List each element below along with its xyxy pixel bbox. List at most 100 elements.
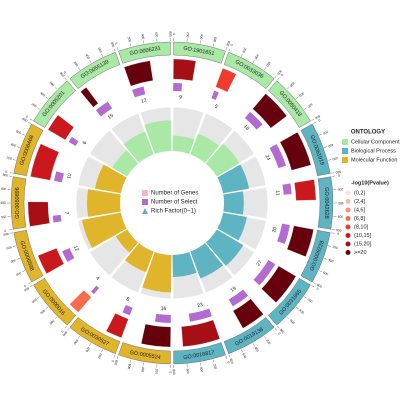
rich-bar	[190, 133, 219, 163]
tick-label: 400	[298, 308, 305, 315]
label-band	[173, 342, 226, 365]
label-band	[118, 41, 171, 64]
tick-mark	[274, 75, 277, 78]
tick-label: 600	[97, 47, 103, 54]
tick-mark	[287, 316, 290, 320]
tick-label: 200	[289, 81, 296, 88]
label-band	[300, 123, 331, 177]
legend-label: (8,10]	[354, 224, 369, 230]
rich-bar	[205, 143, 240, 177]
tick-label: 800	[61, 330, 68, 337]
gene-bar	[181, 319, 220, 347]
tick-label: 800	[335, 170, 341, 175]
tick-label: 0	[229, 43, 233, 46]
gene-bar	[215, 68, 237, 93]
tick-label: 400	[327, 143, 334, 149]
legend-label: Cellular Component	[351, 139, 400, 145]
select-label: 15	[107, 113, 115, 121]
tick-label: 400	[0, 201, 6, 205]
tick-mark	[328, 245, 332, 247]
label-band	[268, 278, 311, 326]
tick-mark	[28, 121, 31, 124]
tick-mark	[319, 270, 322, 273]
tick-mark	[199, 362, 201, 366]
tick-label: 200	[212, 363, 217, 369]
tick-mark	[64, 325, 67, 329]
term-label: GO:1901651	[183, 46, 215, 57]
tick-label: 600	[73, 339, 79, 346]
tick-mark	[22, 133, 25, 136]
tick-label: 200	[337, 187, 343, 191]
tick-mark	[274, 328, 277, 331]
tick-label: 800	[314, 114, 321, 120]
label-band	[223, 52, 275, 89]
select-bar	[228, 289, 249, 307]
tick-label: 400	[84, 346, 90, 353]
select-bar	[269, 144, 287, 169]
select-label: 27	[255, 259, 263, 267]
select-label: 9	[179, 95, 182, 101]
label-band	[33, 278, 76, 326]
label-band	[173, 41, 226, 64]
tick-label: 800	[336, 228, 342, 233]
label-band	[13, 229, 44, 283]
legend-swatch	[345, 241, 351, 247]
tick-mark	[319, 133, 322, 136]
tick-label: 0	[110, 360, 114, 363]
legend-label: >=20	[354, 250, 367, 256]
legend-label: (2,4]	[354, 199, 365, 205]
term-label: GO:0006231	[129, 46, 161, 57]
tick-label: 800	[113, 359, 119, 366]
rich-bar	[123, 131, 154, 163]
tick-label: 600	[6, 245, 12, 250]
select-label: 16	[160, 306, 166, 312]
tick-label: 0	[337, 232, 340, 236]
tick-label: 400	[39, 91, 46, 98]
tick-label: 200	[15, 271, 22, 277]
select-bar	[282, 183, 292, 195]
tick-label: 600	[332, 156, 338, 161]
tick-label: 600	[212, 36, 217, 42]
tick-label: 800	[276, 69, 283, 76]
tick-mark	[77, 67, 80, 70]
select-bar	[54, 171, 64, 183]
legend-swatch	[345, 199, 351, 204]
select-bar	[277, 223, 290, 245]
select-label: 4	[94, 276, 100, 282]
tick-label: 0	[172, 33, 176, 35]
select-label: 24	[264, 154, 272, 162]
select-label: 6	[82, 140, 89, 146]
legend-swatch	[345, 250, 351, 255]
tick-mark	[29, 285, 33, 288]
legend-label: (10,15]	[354, 233, 372, 239]
tick-label: 600	[186, 368, 190, 374]
legend-swatch	[345, 207, 351, 213]
tick-label: 600	[338, 214, 344, 218]
label-band	[118, 342, 171, 365]
tick-mark	[212, 359, 215, 363]
tick-label: 0	[63, 70, 67, 74]
tick-label: 600	[265, 61, 271, 68]
tick-mark	[277, 325, 280, 329]
gene-bar	[141, 324, 171, 348]
tick-label: 0	[317, 118, 321, 122]
tick-label: 400	[140, 366, 145, 372]
label-band	[69, 317, 121, 354]
label-band	[33, 80, 76, 128]
tick-label: 0	[114, 42, 118, 45]
rich-bar	[142, 252, 172, 293]
label-band	[268, 80, 311, 128]
tick-mark	[77, 336, 80, 339]
select-label: 23	[197, 302, 204, 309]
gene-bar	[232, 298, 264, 329]
center-legend-label: Number of Genes	[151, 191, 198, 197]
rich-bar	[125, 243, 154, 273]
label-band	[317, 176, 334, 230]
rich-bar	[144, 120, 172, 154]
legend-label: Molecular Function	[351, 157, 397, 163]
legend-swatch	[345, 233, 351, 238]
tick-label: 800	[229, 358, 235, 365]
label-band	[300, 229, 331, 283]
tick-mark	[313, 121, 316, 124]
